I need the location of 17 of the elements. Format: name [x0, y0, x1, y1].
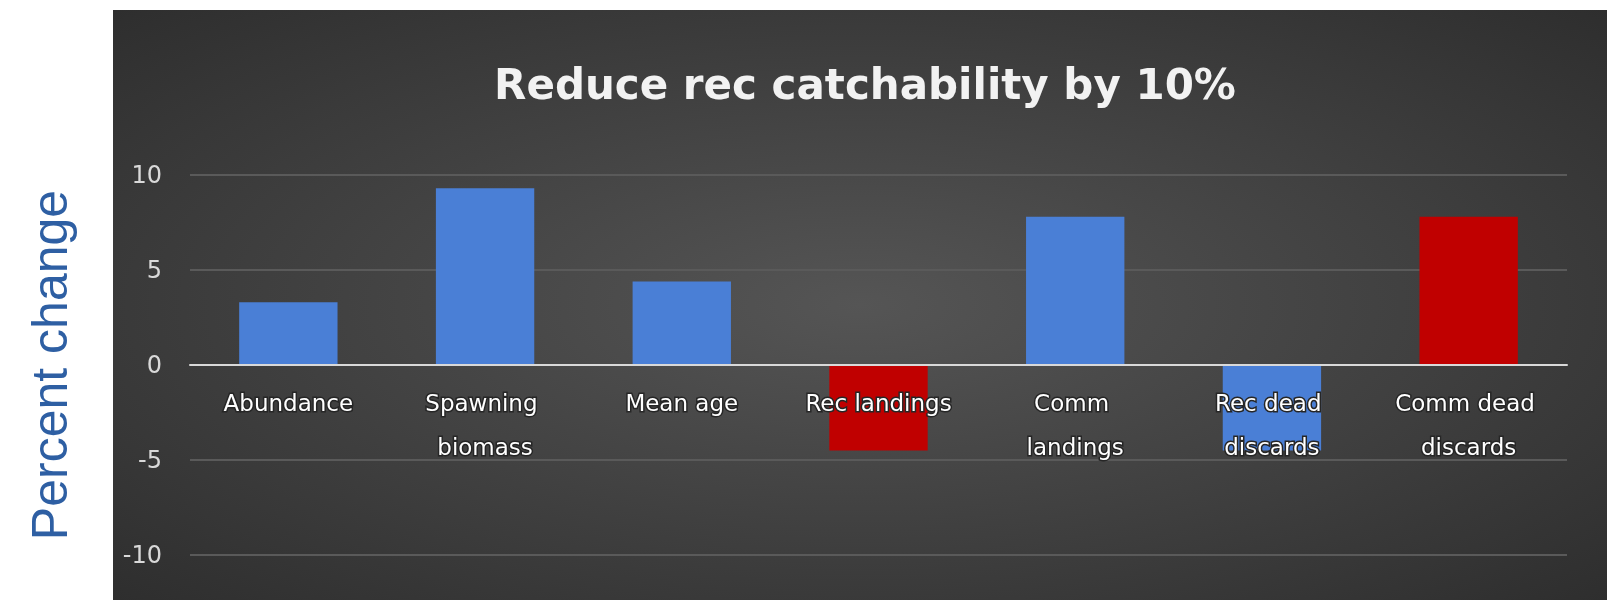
bar: [1419, 216, 1518, 365]
chart-title: Reduce rec catchability by 10%: [494, 59, 1236, 109]
x-tick-label: Spawning biomass: [425, 390, 545, 460]
bar: [435, 188, 535, 365]
x-tick-label: Comm landings: [1026, 390, 1124, 460]
y-tick-label: 0: [146, 351, 162, 379]
y-tick-label: -10: [122, 541, 162, 569]
y-axis-title: Percent change: [22, 189, 78, 541]
bar: [239, 302, 338, 365]
y-tick-label: 5: [146, 256, 162, 284]
bar: [1026, 216, 1125, 365]
x-tick-label: Comm dead discards: [1395, 390, 1543, 460]
x-tick-label: Mean age: [625, 390, 739, 416]
y-tick-label: 10: [131, 161, 162, 189]
y-tick-label: -5: [138, 446, 162, 474]
x-tick-label: Abundance: [223, 390, 354, 416]
bar: [632, 281, 731, 365]
